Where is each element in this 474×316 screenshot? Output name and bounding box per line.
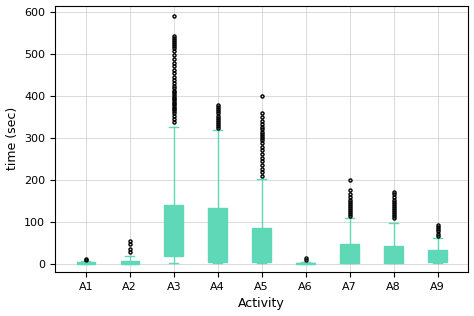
PathPatch shape [296, 263, 315, 264]
PathPatch shape [164, 205, 183, 256]
X-axis label: Activity: Activity [238, 297, 285, 310]
PathPatch shape [76, 262, 95, 264]
PathPatch shape [120, 261, 139, 264]
PathPatch shape [253, 228, 271, 262]
PathPatch shape [209, 208, 227, 262]
PathPatch shape [340, 244, 359, 263]
PathPatch shape [384, 246, 403, 263]
Y-axis label: time (sec): time (sec) [6, 107, 18, 171]
PathPatch shape [428, 250, 447, 262]
